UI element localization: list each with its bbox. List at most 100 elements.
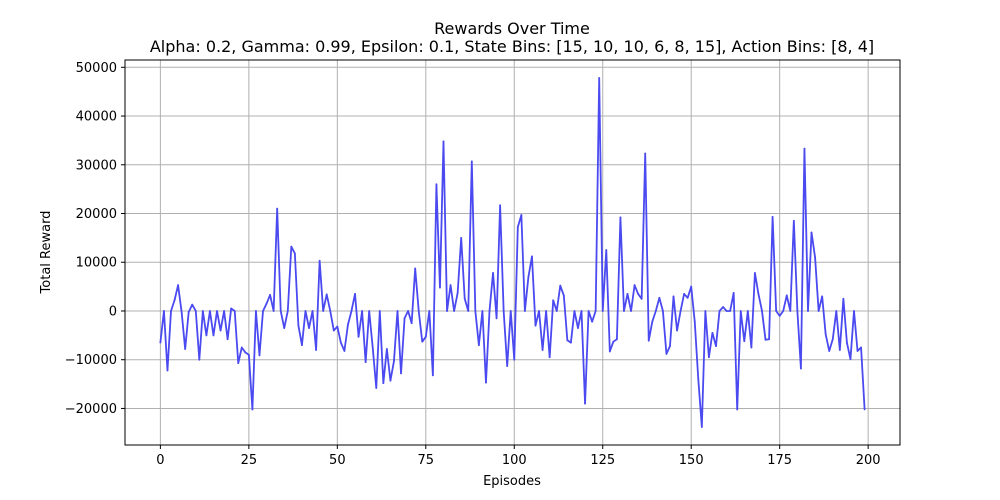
data-point xyxy=(513,358,516,361)
data-point xyxy=(853,310,855,312)
data-point xyxy=(262,310,264,312)
data-point xyxy=(509,310,512,312)
data-point xyxy=(750,346,753,349)
data-point xyxy=(393,360,395,363)
data-point xyxy=(361,310,363,312)
data-point xyxy=(619,216,622,219)
data-point xyxy=(555,310,558,312)
rewards-series-line xyxy=(159,77,866,428)
data-point xyxy=(247,353,250,356)
data-point xyxy=(665,352,668,355)
data-point xyxy=(846,341,848,344)
data-point xyxy=(792,219,795,222)
data-point xyxy=(230,307,233,310)
data-point xyxy=(439,286,441,289)
data-point xyxy=(700,426,703,428)
data-point xyxy=(693,320,696,323)
data-point xyxy=(481,310,484,312)
data-point xyxy=(527,275,530,278)
data-point xyxy=(683,293,686,295)
data-point xyxy=(460,236,463,239)
data-point xyxy=(417,310,420,312)
data-point xyxy=(325,293,328,296)
data-point xyxy=(191,303,194,306)
data-point xyxy=(577,327,579,329)
data-point xyxy=(209,310,211,312)
plot-area-frame xyxy=(124,59,901,446)
data-point xyxy=(824,333,827,336)
data-point xyxy=(736,408,739,411)
data-point xyxy=(651,320,654,323)
data-point xyxy=(442,140,445,143)
data-point xyxy=(739,310,742,312)
x-tick-label: 50 xyxy=(329,453,346,468)
data-point xyxy=(732,292,735,294)
data-point xyxy=(810,231,813,234)
data-point xyxy=(835,310,838,312)
data-point xyxy=(269,294,271,296)
data-point xyxy=(672,295,675,298)
data-point xyxy=(849,358,852,361)
data-point xyxy=(679,310,682,312)
data-point xyxy=(654,310,657,312)
data-point xyxy=(626,293,629,295)
data-point xyxy=(594,310,597,312)
data-point xyxy=(743,340,746,343)
data-point xyxy=(233,310,236,312)
data-point xyxy=(449,284,452,287)
data-point xyxy=(757,293,760,295)
data-point xyxy=(690,285,693,288)
data-point xyxy=(704,310,707,312)
data-point xyxy=(382,382,385,385)
data-point xyxy=(516,226,519,229)
data-point xyxy=(301,344,303,346)
data-point xyxy=(293,252,296,255)
data-point xyxy=(580,310,583,312)
data-point xyxy=(548,356,551,359)
data-point xyxy=(194,310,197,312)
x-axis-label: Episodes xyxy=(483,474,541,489)
data-point xyxy=(470,160,473,163)
data-point xyxy=(863,408,866,411)
data-point xyxy=(612,340,615,343)
data-point xyxy=(286,310,289,312)
data-point xyxy=(495,317,498,320)
data-point xyxy=(170,310,172,312)
data-point xyxy=(378,310,381,312)
data-point xyxy=(389,379,392,382)
data-point xyxy=(775,310,778,312)
data-point xyxy=(608,350,611,353)
data-point xyxy=(831,338,834,341)
data-point xyxy=(456,292,459,294)
data-point xyxy=(173,299,176,302)
data-point xyxy=(368,310,371,312)
data-point xyxy=(552,299,555,302)
chart-subtitle: Alpha: 0.2, Gamma: 0.99, Epsilon: 0.1, S… xyxy=(150,37,874,56)
data-point xyxy=(566,339,569,342)
data-point xyxy=(424,335,427,338)
data-point xyxy=(219,329,222,332)
y-tick-label: 10000 xyxy=(76,256,117,271)
data-point xyxy=(598,77,601,79)
data-point xyxy=(251,408,254,411)
data-point xyxy=(746,310,749,312)
data-point xyxy=(332,329,335,332)
y-tick-label: −20000 xyxy=(65,402,117,417)
data-point xyxy=(559,284,562,287)
data-point xyxy=(255,310,257,312)
axis-ticks: 0 25 50 75 100 125 150 175 200 −20000 −10000 0 10000… xyxy=(65,61,881,468)
x-tick-label: 125 xyxy=(590,453,615,468)
data-point xyxy=(729,310,732,312)
data-point xyxy=(237,362,240,365)
data-point xyxy=(290,245,293,248)
data-point xyxy=(538,310,540,312)
data-point xyxy=(523,310,526,312)
x-tick-label: 150 xyxy=(679,453,704,468)
data-point xyxy=(354,293,356,295)
data-point xyxy=(198,358,201,361)
data-point xyxy=(322,310,325,312)
data-point xyxy=(347,323,349,326)
chart-title: Rewards Over Time xyxy=(434,19,590,38)
data-point xyxy=(343,350,346,352)
